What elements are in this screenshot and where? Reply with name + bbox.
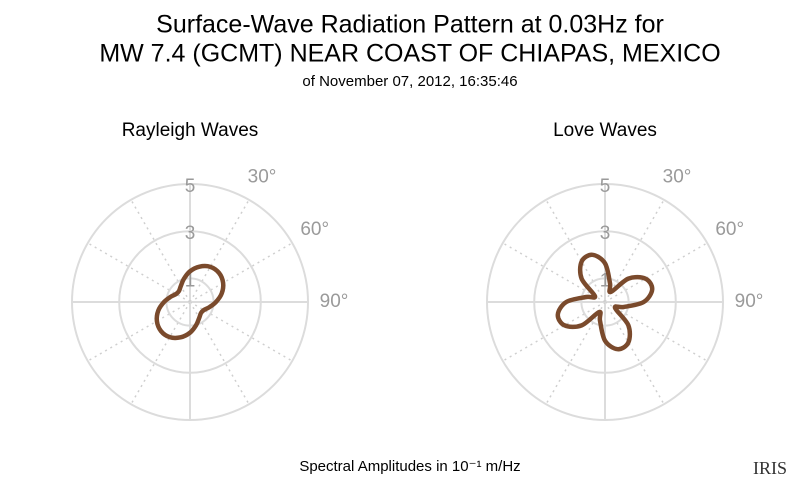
spoke bbox=[502, 242, 606, 303]
theta-tick-label: 30° bbox=[248, 166, 277, 187]
title-line: MW 7.4 (GCMT) NEAR COAST OF CHIAPAS, MEX… bbox=[99, 40, 720, 68]
title-line: Surface-Wave Radiation Pattern at 0.03Hz… bbox=[156, 11, 664, 39]
spoke bbox=[545, 301, 606, 405]
r-tick-label: 5 bbox=[185, 176, 196, 197]
spoke bbox=[502, 301, 606, 362]
r-tick-label: 5 bbox=[600, 176, 611, 197]
spoke bbox=[130, 301, 191, 405]
pattern-line bbox=[154, 263, 226, 341]
grid-circle bbox=[486, 183, 724, 421]
r-tick-label: 1 bbox=[600, 270, 611, 291]
spoke bbox=[189, 199, 250, 303]
spoke bbox=[87, 301, 191, 362]
r-tick-label: 3 bbox=[600, 223, 611, 244]
r-tick-label: 3 bbox=[185, 223, 196, 244]
grid-circle bbox=[118, 230, 262, 374]
theta-tick-label: 90° bbox=[735, 291, 764, 312]
spoke bbox=[545, 199, 606, 303]
theta-tick-label: 60° bbox=[300, 219, 329, 240]
grid-circle bbox=[533, 230, 677, 374]
r-tick-label: 1 bbox=[185, 270, 196, 291]
spoke bbox=[604, 301, 708, 362]
spoke bbox=[604, 242, 708, 303]
spoke bbox=[189, 301, 293, 362]
chart-title: Rayleigh Waves bbox=[122, 120, 259, 141]
theta-tick-label: 60° bbox=[715, 219, 744, 240]
grid-circle bbox=[71, 183, 309, 421]
spoke bbox=[604, 301, 665, 405]
grid-circle bbox=[580, 277, 630, 327]
theta-tick-label: 90° bbox=[320, 291, 349, 312]
chart-title: Love Waves bbox=[553, 120, 657, 141]
footer: Spectral Amplitudes in 10⁻¹ m/Hz bbox=[299, 458, 520, 475]
spoke bbox=[87, 242, 191, 303]
theta-tick-label: 30° bbox=[663, 166, 692, 187]
spoke bbox=[604, 199, 665, 303]
pattern-line bbox=[555, 252, 655, 352]
logo: IRIS bbox=[753, 458, 787, 478]
spoke bbox=[189, 242, 293, 303]
subtitle: of November 07, 2012, 16:35:46 bbox=[302, 73, 517, 90]
